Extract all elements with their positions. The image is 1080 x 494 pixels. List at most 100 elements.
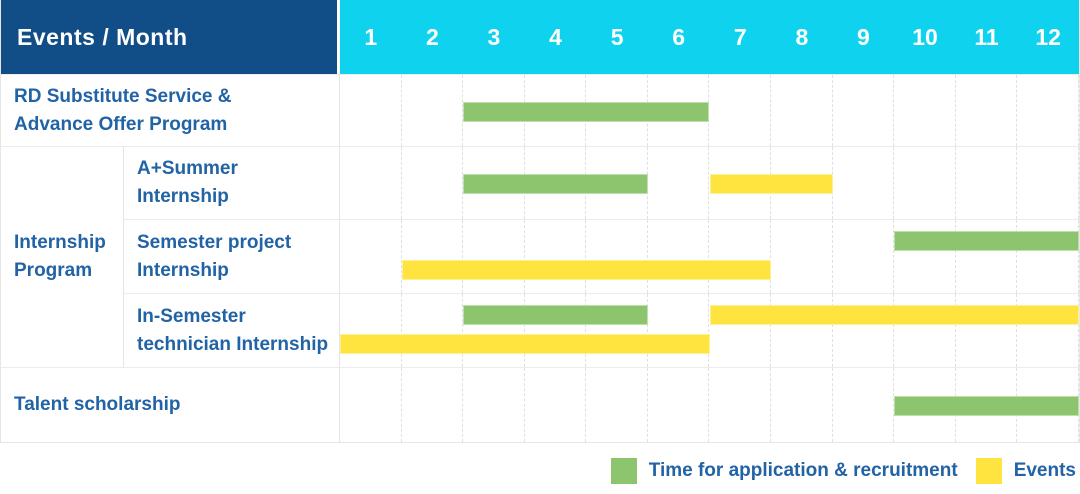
grid-column	[1017, 75, 1079, 146]
row-label-line: Talent scholarship	[14, 394, 181, 415]
grid-column	[586, 220, 648, 293]
legend: Time for application & recruitment Events	[0, 458, 1076, 484]
grid-column	[771, 75, 833, 146]
row-label-a-summer-internship: A+Summer Internship	[124, 146, 340, 219]
month-header-1: 1	[364, 23, 378, 50]
grid-column	[648, 220, 710, 293]
grid-column	[1017, 220, 1079, 293]
grid-column	[771, 294, 833, 367]
legend-item-event: Events	[975, 458, 1076, 484]
grid-column	[340, 220, 402, 293]
events-month-header-title: Events / Month	[17, 23, 188, 50]
gantt-bar-event	[709, 174, 833, 194]
grid-column	[463, 368, 525, 442]
row-label-semester-project-internship: Semester project Internship	[124, 219, 340, 293]
grid-column	[833, 368, 895, 442]
grid-column	[586, 294, 648, 367]
month-header-5: 5	[610, 23, 624, 50]
row-label-line: RD Substitute Service &	[14, 85, 232, 107]
grid-column	[586, 368, 648, 442]
grid-column	[648, 368, 710, 442]
gantt-bar-event	[709, 305, 1079, 325]
row-label-line: Internship	[137, 259, 229, 281]
grid-column	[340, 368, 402, 442]
grid-column	[402, 220, 464, 293]
grid-column	[771, 368, 833, 442]
grid-column	[402, 294, 464, 367]
chart-row-in-semester-technician-internship	[340, 293, 1079, 367]
grid-column	[833, 294, 895, 367]
row-label-line: In-Semester	[137, 305, 246, 327]
grid-column	[956, 294, 1018, 367]
legend-label-application: Time for application & recruitment	[648, 460, 958, 481]
grid-column	[894, 294, 956, 367]
grid-column	[402, 75, 464, 146]
grid-column	[648, 147, 710, 219]
grid-column	[956, 147, 1018, 219]
grid-column	[956, 75, 1018, 146]
grid-column	[709, 368, 772, 442]
grid-column	[340, 147, 402, 219]
grid-column	[402, 368, 464, 442]
grid-column	[833, 147, 895, 219]
grid-column	[1017, 147, 1079, 219]
gantt-bar-application	[463, 101, 710, 122]
legend-swatch-application	[610, 458, 637, 484]
grid-column	[894, 147, 956, 219]
month-header-6: 6	[672, 23, 686, 50]
legend-item-application: Time for application & recruitment	[610, 458, 958, 484]
month-header-2: 2	[425, 23, 439, 50]
gantt-bar-application	[894, 231, 1079, 251]
month-header-11: 11	[974, 23, 999, 50]
month-header-3: 3	[487, 23, 501, 50]
month-header-10: 10	[912, 23, 938, 50]
grid-column	[525, 368, 587, 442]
grid-column	[771, 220, 833, 293]
month-header-8: 8	[795, 23, 809, 50]
legend-label-event: Events	[1013, 460, 1076, 481]
row-label-in-semester-technician-internship: In-Semester technician Internship	[124, 293, 340, 367]
gantt-bar-application	[894, 396, 1079, 416]
grid-column	[402, 147, 464, 219]
row-label-line: technician Internship	[137, 333, 329, 355]
row-label-rd-substitute: RD Substitute Service & Advance Offer Pr…	[1, 74, 340, 146]
chart-row-talent-scholarship	[340, 367, 1079, 442]
grid-column	[525, 294, 587, 367]
schedule-table: Events / Month 1 2 3 4 5 6 7 8 9 10 11 12 RD Substi…	[0, 0, 1080, 443]
row-label-line: Internship	[137, 186, 229, 207]
month-header-4: 4	[549, 23, 562, 50]
grid-column	[648, 294, 710, 367]
gantt-bar-application	[463, 305, 648, 325]
chart-row-rd-substitute	[340, 74, 1079, 146]
chart-row-a-summer-internship	[340, 146, 1079, 219]
grid-column	[709, 220, 772, 293]
gantt-bar-application	[463, 174, 648, 194]
month-header-row: 1 2 3 4 5 6 7 8 9 10 11 12	[340, 0, 1079, 74]
row-label-line: A+Summer	[137, 158, 238, 179]
row-label-talent-scholarship: Talent scholarship	[1, 367, 340, 442]
grid-column	[709, 294, 772, 367]
grid-column	[709, 75, 772, 146]
chart-row-semester-project-internship	[340, 219, 1079, 293]
grid-column	[463, 294, 525, 367]
gantt-bar-event	[401, 260, 772, 280]
group-label-text: Internship Program	[14, 232, 106, 281]
legend-swatch-event	[975, 458, 1002, 484]
grid-column	[833, 220, 895, 293]
grid-column	[463, 220, 525, 293]
grid-column	[956, 220, 1018, 293]
grid-column	[894, 220, 956, 293]
grid-column	[340, 75, 402, 146]
month-header-7: 7	[733, 23, 747, 50]
group-label-internship-program: Internship Program	[1, 146, 124, 367]
row-label-line: Advance Offer Program	[14, 113, 228, 135]
grid-column	[894, 75, 956, 146]
grid-column	[340, 294, 402, 367]
grid-column	[525, 220, 587, 293]
month-header-9: 9	[857, 23, 870, 50]
events-month-header-cell: Events / Month	[1, 0, 340, 74]
month-header-12: 12	[1035, 23, 1061, 50]
row-label-line: Semester project	[137, 231, 292, 253]
grid-column	[1017, 294, 1079, 367]
